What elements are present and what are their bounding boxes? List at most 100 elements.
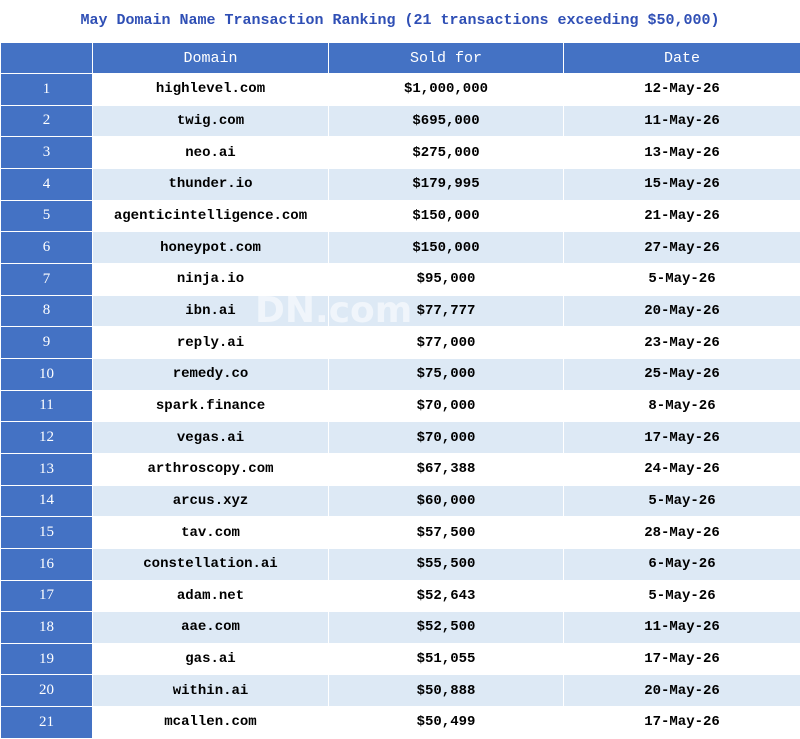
table-cell: twig.com bbox=[93, 105, 329, 137]
rank-cell: 1 bbox=[1, 74, 93, 106]
table-cell: $77,000 bbox=[329, 327, 564, 359]
table-cell: $1,000,000 bbox=[329, 74, 564, 106]
rank-cell: 21 bbox=[1, 707, 93, 739]
table-cell: 15-May-26 bbox=[564, 168, 800, 200]
title: May Domain Name Transaction Ranking (21 … bbox=[0, 0, 800, 42]
table-cell: $150,000 bbox=[329, 232, 564, 264]
column-header: Domain bbox=[93, 43, 329, 74]
rank-cell: 13 bbox=[1, 453, 93, 485]
table-cell: 20-May-26 bbox=[564, 295, 800, 327]
table-cell: 21-May-26 bbox=[564, 200, 800, 232]
header-cell bbox=[1, 43, 93, 74]
table-cell: honeypot.com bbox=[93, 232, 329, 264]
table-cell: 5-May-26 bbox=[564, 580, 800, 612]
table-cell: 5-May-26 bbox=[564, 263, 800, 295]
table-cell: 25-May-26 bbox=[564, 358, 800, 390]
column-header: Date bbox=[564, 43, 800, 74]
table-cell: $70,000 bbox=[329, 390, 564, 422]
rank-cell: 9 bbox=[1, 327, 93, 359]
rank-cell: 19 bbox=[1, 643, 93, 675]
rank-cell: 18 bbox=[1, 612, 93, 644]
table-cell: $67,388 bbox=[329, 453, 564, 485]
table-cell: ninja.io bbox=[93, 263, 329, 295]
table-cell: adam.net bbox=[93, 580, 329, 612]
table-cell: 11-May-26 bbox=[564, 612, 800, 644]
table-cell: thunder.io bbox=[93, 168, 329, 200]
table-cell: $150,000 bbox=[329, 200, 564, 232]
rank-cell: 14 bbox=[1, 485, 93, 517]
table-cell: $57,500 bbox=[329, 517, 564, 549]
table-cell: $50,499 bbox=[329, 707, 564, 739]
table-cell: tav.com bbox=[93, 517, 329, 549]
rank-cell: 10 bbox=[1, 358, 93, 390]
table-cell: arthroscopy.com bbox=[93, 453, 329, 485]
table-cell: $179,995 bbox=[329, 168, 564, 200]
rank-cell: 3 bbox=[1, 137, 93, 169]
table-cell: $95,000 bbox=[329, 263, 564, 295]
table-cell: $52,643 bbox=[329, 580, 564, 612]
rank-cell: 2 bbox=[1, 105, 93, 137]
table-cell: 5-May-26 bbox=[564, 485, 800, 517]
rank-cell: 17 bbox=[1, 580, 93, 612]
table-cell: $75,000 bbox=[329, 358, 564, 390]
table-cell: aae.com bbox=[93, 612, 329, 644]
rank-cell: 4 bbox=[1, 168, 93, 200]
table-cell: $51,055 bbox=[329, 643, 564, 675]
table-cell: 23-May-26 bbox=[564, 327, 800, 359]
table-cell: $60,000 bbox=[329, 485, 564, 517]
table-cell: ibn.ai bbox=[93, 295, 329, 327]
rank-cell: 15 bbox=[1, 517, 93, 549]
table-cell: 20-May-26 bbox=[564, 675, 800, 707]
table-cell: agenticintelligence.com bbox=[93, 200, 329, 232]
table-cell: $275,000 bbox=[329, 137, 564, 169]
table-cell: remedy.co bbox=[93, 358, 329, 390]
table-cell: highlevel.com bbox=[93, 74, 329, 106]
table-cell: 27-May-26 bbox=[564, 232, 800, 264]
table-cell: mcallen.com bbox=[93, 707, 329, 739]
table-cell: gas.ai bbox=[93, 643, 329, 675]
table-cell: 17-May-26 bbox=[564, 707, 800, 739]
table-cell: constellation.ai bbox=[93, 548, 329, 580]
rank-cell: 12 bbox=[1, 422, 93, 454]
table-cell: $52,500 bbox=[329, 612, 564, 644]
table-cell: within.ai bbox=[93, 675, 329, 707]
rank-cell: 20 bbox=[1, 675, 93, 707]
table-cell: $55,500 bbox=[329, 548, 564, 580]
table-cell: neo.ai bbox=[93, 137, 329, 169]
table-cell: $695,000 bbox=[329, 105, 564, 137]
table-cell: reply.ai bbox=[93, 327, 329, 359]
column-header: Sold for bbox=[329, 43, 564, 74]
table-cell: vegas.ai bbox=[93, 422, 329, 454]
table-cell: $77,777 bbox=[329, 295, 564, 327]
table-cell: 17-May-26 bbox=[564, 422, 800, 454]
rank-cell: 7 bbox=[1, 263, 93, 295]
table-cell: arcus.xyz bbox=[93, 485, 329, 517]
rank-cell: 6 bbox=[1, 232, 93, 264]
rank-cell: 8 bbox=[1, 295, 93, 327]
table-cell: spark.finance bbox=[93, 390, 329, 422]
